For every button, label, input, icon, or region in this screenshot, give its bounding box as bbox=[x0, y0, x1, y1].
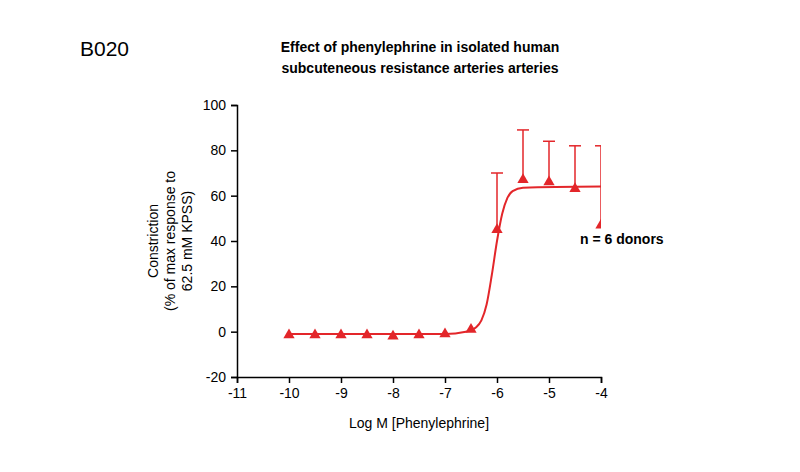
x-axis-tick-label: -6 bbox=[491, 385, 504, 401]
x-axis-tick-label: -8 bbox=[387, 385, 400, 401]
panel-label: B020 bbox=[80, 37, 129, 60]
x-axis-tick-label: -7 bbox=[439, 385, 452, 401]
y-axis-tick: 40 bbox=[210, 233, 237, 249]
error-bar bbox=[496, 173, 498, 230]
y-axis-tick: 60 bbox=[210, 188, 237, 204]
y-axis-tick-mark bbox=[231, 105, 237, 107]
y-axis-tick-label: 100 bbox=[203, 97, 227, 113]
x-axis-tick-mark bbox=[289, 377, 291, 383]
y-axis-tick-mark bbox=[231, 241, 237, 243]
y-axis-title: Constriction(% of max response to62.5 mM… bbox=[145, 171, 195, 311]
error-bar bbox=[522, 130, 524, 180]
x-axis-tick-mark bbox=[497, 377, 499, 383]
annotation: n = 6 donors bbox=[580, 231, 664, 247]
y-axis-tick: 20 bbox=[210, 278, 237, 294]
y-axis-title-line: (% of max response to bbox=[162, 171, 178, 311]
x-axis-tick-label: -9 bbox=[335, 385, 348, 401]
y-axis-tick-label: 20 bbox=[210, 278, 226, 294]
title: Effect of phenylephrine in isolated huma… bbox=[281, 39, 559, 55]
x-axis-tick: -6 bbox=[491, 377, 504, 401]
x-axis-tick-mark bbox=[601, 377, 603, 383]
fit-line bbox=[289, 187, 601, 334]
y-axis-tick: 100 bbox=[203, 97, 237, 113]
y-axis-line bbox=[231, 106, 238, 378]
x-axis-tick-mark bbox=[445, 377, 447, 383]
y-axis-tick-mark bbox=[231, 150, 237, 152]
x-axis-tick-mark bbox=[549, 377, 551, 383]
error-cap bbox=[491, 172, 503, 174]
data-point bbox=[439, 327, 450, 337]
x-axis-tick-mark bbox=[341, 377, 343, 383]
y-axis-tick-mark bbox=[231, 195, 237, 197]
y-axis-tick: 0 bbox=[218, 324, 237, 340]
title: subcuteneous resistance arteries arterie… bbox=[281, 60, 558, 76]
x-axis-tick: -4 bbox=[595, 377, 608, 401]
y-axis-tick-label: 40 bbox=[210, 233, 226, 249]
x-axis-tick-mark bbox=[393, 377, 395, 383]
x-axis-title: Log M [Phenylephrine] bbox=[349, 415, 489, 431]
chart: B020 n = 6 donors Effect of phenylephrine … bbox=[0, 0, 800, 472]
error-bar bbox=[600, 146, 601, 225]
y-axis-tick-label: 60 bbox=[210, 188, 226, 204]
error-cap bbox=[595, 145, 601, 147]
y-axis-tick-mark bbox=[231, 377, 237, 379]
y-axis-tick-label: 0 bbox=[218, 324, 226, 340]
x-axis-tick-label: -10 bbox=[279, 385, 299, 401]
x-axis-tick: -10 bbox=[279, 377, 299, 401]
y-axis-tick: -20 bbox=[206, 369, 237, 385]
y-axis-title-line: Constriction bbox=[145, 204, 161, 278]
y-axis-title-line: 62.5 mM KPSS) bbox=[179, 191, 195, 291]
x-axis-tick: -5 bbox=[543, 377, 556, 401]
y-axis-tick-mark bbox=[231, 286, 237, 288]
x-axis-tick: -7 bbox=[439, 377, 452, 401]
y-axis-tick-label: -20 bbox=[206, 369, 226, 385]
x-axis-tick: -9 bbox=[335, 377, 348, 401]
error-cap bbox=[569, 145, 581, 147]
y-axis-tick: 80 bbox=[210, 142, 237, 158]
y-axis: -20 0 20 40 60 80 100 bbox=[203, 97, 238, 385]
y-axis-tick-label: 80 bbox=[210, 142, 226, 158]
x-axis-line bbox=[238, 378, 602, 384]
data-point bbox=[543, 176, 554, 186]
error-cap bbox=[517, 129, 529, 131]
error-cap bbox=[543, 141, 555, 143]
x-axis-tick: -11 bbox=[228, 377, 247, 401]
y-axis-tick-mark bbox=[231, 331, 237, 333]
x-axis: -11 -10 -9 -8 -7 -6 -5 -4 bbox=[228, 377, 608, 401]
x-axis-tick: -8 bbox=[387, 377, 400, 401]
x-axis-tick-label: -5 bbox=[543, 385, 556, 401]
x-axis-tick-label: -4 bbox=[595, 385, 608, 401]
plot-area bbox=[283, 130, 601, 340]
data-point bbox=[517, 173, 528, 183]
x-axis-tick-label: -11 bbox=[228, 385, 247, 401]
data-point bbox=[595, 219, 601, 229]
